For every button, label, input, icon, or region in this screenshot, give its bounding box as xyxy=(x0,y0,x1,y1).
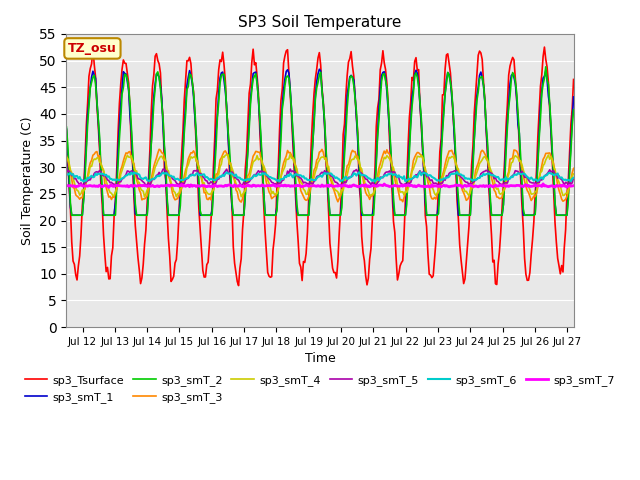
sp3_smT_7 xyxy=(105,184,113,190)
sp3_smT_1 xyxy=(570,94,577,100)
sp3_smT_7 xyxy=(324,184,332,190)
Legend: sp3_Tsurface, sp3_smT_1, sp3_smT_2, sp3_smT_3, sp3_smT_4, sp3_smT_5, sp3_smT_6, : sp3_Tsurface, sp3_smT_1, sp3_smT_2, sp3_… xyxy=(20,371,620,407)
sp3_smT_5 xyxy=(96,168,104,173)
Line: sp3_smT_5: sp3_smT_5 xyxy=(67,169,573,186)
sp3_smT_7 xyxy=(96,182,104,188)
sp3_smT_2 xyxy=(97,163,105,168)
sp3_smT_2 xyxy=(81,176,89,182)
sp3_smT_5 xyxy=(568,180,576,186)
sp3_smT_3 xyxy=(502,180,510,186)
sp3_smT_5 xyxy=(80,182,88,188)
sp3_smT_6 xyxy=(324,171,332,177)
sp3_smT_1 xyxy=(502,140,510,145)
sp3_Tsurface xyxy=(324,209,332,215)
sp3_smT_6 xyxy=(80,179,88,184)
sp3_smT_1 xyxy=(568,117,576,123)
sp3_smT_4 xyxy=(570,171,577,177)
sp3_smT_7 xyxy=(426,184,433,190)
sp3_smT_7 xyxy=(80,183,88,189)
sp3_smT_2 xyxy=(542,64,550,70)
sp3_smT_6 xyxy=(416,169,424,175)
sp3_smT_7 xyxy=(570,183,577,189)
sp3_smT_3 xyxy=(570,166,577,171)
Text: TZ_osu: TZ_osu xyxy=(68,42,117,55)
sp3_smT_5 xyxy=(63,169,70,175)
sp3_smT_1 xyxy=(81,166,89,172)
sp3_smT_2 xyxy=(570,107,577,113)
sp3_smT_6 xyxy=(63,172,70,178)
Line: sp3_smT_2: sp3_smT_2 xyxy=(67,67,573,215)
sp3_smT_2 xyxy=(426,212,433,218)
Line: sp3_smT_4: sp3_smT_4 xyxy=(67,154,573,197)
sp3_smT_4 xyxy=(63,155,70,160)
Line: sp3_Tsurface: sp3_Tsurface xyxy=(67,47,573,286)
sp3_smT_3 xyxy=(427,193,435,199)
sp3_Tsurface xyxy=(426,271,433,277)
sp3_smT_2 xyxy=(324,194,332,200)
sp3_smT_1 xyxy=(63,126,70,132)
sp3_smT_4 xyxy=(326,172,334,178)
sp3_smT_3 xyxy=(80,187,88,193)
sp3_smT_6 xyxy=(568,176,576,181)
Y-axis label: Soil Temperature (C): Soil Temperature (C) xyxy=(20,116,33,245)
sp3_smT_1 xyxy=(427,212,435,218)
sp3_smT_5 xyxy=(326,172,334,178)
sp3_smT_2 xyxy=(501,179,509,184)
sp3_smT_4 xyxy=(427,180,435,186)
sp3_smT_4 xyxy=(80,188,88,194)
sp3_smT_5 xyxy=(146,183,154,189)
X-axis label: Time: Time xyxy=(305,352,335,365)
sp3_smT_6 xyxy=(502,174,510,180)
Line: sp3_smT_7: sp3_smT_7 xyxy=(67,184,573,187)
sp3_smT_7 xyxy=(63,182,70,188)
sp3_Tsurface xyxy=(568,105,576,110)
sp3_smT_1 xyxy=(97,167,105,173)
sp3_smT_6 xyxy=(97,171,105,177)
sp3_smT_2 xyxy=(68,212,76,218)
sp3_smT_1 xyxy=(68,212,76,218)
sp3_smT_7 xyxy=(540,181,547,187)
sp3_smT_3 xyxy=(63,153,70,159)
sp3_Tsurface xyxy=(501,156,509,162)
Line: sp3_smT_6: sp3_smT_6 xyxy=(67,172,573,181)
sp3_smT_6 xyxy=(427,172,435,178)
sp3_smT_4 xyxy=(141,194,148,200)
sp3_smT_5 xyxy=(502,180,510,186)
sp3_smT_7 xyxy=(501,183,509,189)
sp3_smT_4 xyxy=(568,173,576,179)
sp3_smT_1 xyxy=(316,66,323,72)
sp3_Tsurface xyxy=(96,146,104,152)
sp3_Tsurface xyxy=(80,187,88,192)
sp3_smT_3 xyxy=(326,175,334,181)
sp3_smT_6 xyxy=(570,175,577,180)
sp3_smT_5 xyxy=(427,178,435,183)
sp3_smT_4 xyxy=(96,159,104,165)
sp3_smT_3 xyxy=(96,153,104,158)
sp3_Tsurface xyxy=(541,44,548,50)
sp3_smT_5 xyxy=(286,166,294,172)
sp3_smT_5 xyxy=(570,175,577,180)
sp3_Tsurface xyxy=(235,283,243,288)
sp3_smT_3 xyxy=(237,199,245,205)
sp3_smT_4 xyxy=(286,151,294,157)
sp3_smT_2 xyxy=(63,124,70,130)
sp3_smT_3 xyxy=(156,146,163,152)
Title: SP3 Soil Temperature: SP3 Soil Temperature xyxy=(238,15,402,30)
sp3_smT_1 xyxy=(326,212,334,218)
Line: sp3_smT_3: sp3_smT_3 xyxy=(67,149,573,202)
sp3_Tsurface xyxy=(63,127,70,133)
sp3_smT_7 xyxy=(568,183,576,189)
sp3_smT_3 xyxy=(568,170,576,176)
sp3_smT_2 xyxy=(568,123,576,129)
sp3_smT_6 xyxy=(81,178,89,183)
sp3_Tsurface xyxy=(570,77,577,83)
sp3_smT_4 xyxy=(502,179,510,185)
Line: sp3_smT_1: sp3_smT_1 xyxy=(67,69,573,215)
